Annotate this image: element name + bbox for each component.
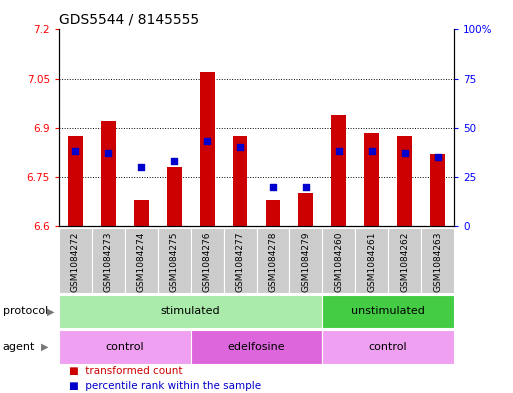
Point <box>368 148 376 154</box>
Point <box>269 184 277 190</box>
Point <box>104 150 112 156</box>
Text: ▶: ▶ <box>47 307 55 316</box>
Text: GSM1084274: GSM1084274 <box>137 231 146 292</box>
Text: control: control <box>369 342 407 352</box>
Point <box>401 150 409 156</box>
Bar <box>59 228 92 293</box>
Bar <box>355 228 388 293</box>
Text: GSM1084273: GSM1084273 <box>104 231 113 292</box>
Bar <box>191 228 224 293</box>
Text: agent: agent <box>3 342 35 352</box>
Bar <box>299 193 313 226</box>
Bar <box>421 228 454 293</box>
Text: GSM1084278: GSM1084278 <box>268 231 278 292</box>
Point <box>302 184 310 190</box>
Text: GSM1084276: GSM1084276 <box>203 231 212 292</box>
Bar <box>200 72 214 226</box>
Text: control: control <box>106 342 144 352</box>
Text: GSM1084279: GSM1084279 <box>301 231 310 292</box>
Point <box>433 154 442 160</box>
Point <box>71 148 80 154</box>
Point <box>137 164 145 170</box>
Point <box>203 138 211 145</box>
Text: GSM1084275: GSM1084275 <box>170 231 179 292</box>
Text: unstimulated: unstimulated <box>351 307 425 316</box>
Bar <box>322 228 355 293</box>
Bar <box>101 121 116 226</box>
Bar <box>232 136 247 226</box>
Bar <box>364 132 379 226</box>
Text: protocol: protocol <box>3 307 48 316</box>
Text: GDS5544 / 8145555: GDS5544 / 8145555 <box>59 13 199 27</box>
Bar <box>59 295 322 328</box>
Text: GSM1084263: GSM1084263 <box>433 231 442 292</box>
Text: GSM1084260: GSM1084260 <box>334 231 343 292</box>
Bar <box>59 330 191 364</box>
Text: GSM1084262: GSM1084262 <box>400 231 409 292</box>
Bar <box>224 228 256 293</box>
Text: ■  percentile rank within the sample: ■ percentile rank within the sample <box>69 381 262 391</box>
Bar <box>125 228 158 293</box>
Text: ■  transformed count: ■ transformed count <box>69 366 183 376</box>
Bar <box>158 228 191 293</box>
Bar <box>68 136 83 226</box>
Bar <box>331 115 346 226</box>
Bar <box>256 228 289 293</box>
Bar <box>322 330 454 364</box>
Text: ▶: ▶ <box>41 342 49 352</box>
Bar <box>92 228 125 293</box>
Bar <box>134 200 149 226</box>
Bar <box>322 295 454 328</box>
Bar <box>191 330 322 364</box>
Bar <box>289 228 322 293</box>
Bar <box>388 228 421 293</box>
Bar <box>167 167 182 226</box>
Text: GSM1084272: GSM1084272 <box>71 231 80 292</box>
Point <box>334 148 343 154</box>
Point <box>236 144 244 151</box>
Text: GSM1084261: GSM1084261 <box>367 231 376 292</box>
Point <box>170 158 179 164</box>
Text: edelfosine: edelfosine <box>228 342 285 352</box>
Text: stimulated: stimulated <box>161 307 221 316</box>
Text: GSM1084277: GSM1084277 <box>235 231 245 292</box>
Bar <box>430 154 445 226</box>
Bar <box>266 200 281 226</box>
Bar <box>397 136 412 226</box>
